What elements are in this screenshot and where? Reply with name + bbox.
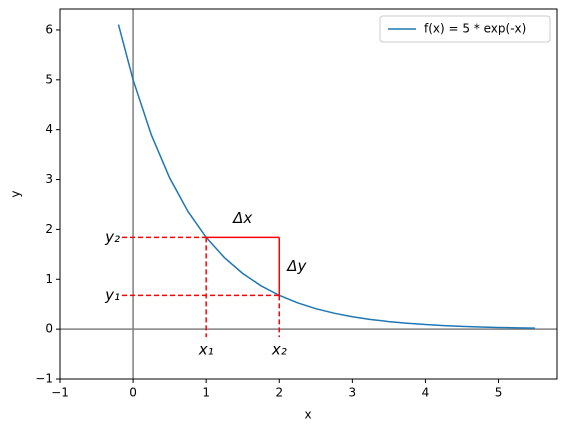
y-tick-label: −1 — [35, 372, 53, 386]
delta-x-label: Δx — [232, 209, 252, 227]
x-tick-label: 0 — [129, 386, 137, 400]
legend: f(x) = 5 * exp(-x) — [379, 15, 551, 43]
x-point-label: x₂ — [271, 341, 287, 359]
legend-box — [379, 15, 551, 43]
x-tick-label: −1 — [51, 386, 69, 400]
y-point-label: y₁ — [104, 286, 120, 304]
y-tick-label: 6 — [45, 22, 53, 36]
y-tick-label: 0 — [45, 322, 53, 336]
y-tick-label: 2 — [45, 222, 53, 236]
y-tick-label: 4 — [45, 122, 53, 136]
legend-label: f(x) = 5 * exp(-x) — [424, 22, 526, 36]
y-point-label: y₂ — [104, 228, 120, 246]
x-tick-label: 4 — [422, 386, 430, 400]
y-tick-label: 3 — [45, 172, 53, 186]
line-series — [117, 24, 536, 329]
delta-y-label: Δy — [286, 257, 307, 275]
x-tick-label: 1 — [202, 386, 210, 400]
x-axis-label: x — [304, 408, 311, 422]
x-tick-label: 2 — [275, 386, 283, 400]
plot-frame — [59, 8, 558, 380]
y-tick-label: 1 — [45, 272, 53, 286]
x-point-label: x₁ — [198, 341, 214, 359]
x-tick-label: 3 — [349, 386, 357, 400]
y-tick-label: 5 — [45, 72, 53, 86]
x-tick-label: 5 — [495, 386, 503, 400]
y-axis-label: y — [9, 190, 23, 197]
